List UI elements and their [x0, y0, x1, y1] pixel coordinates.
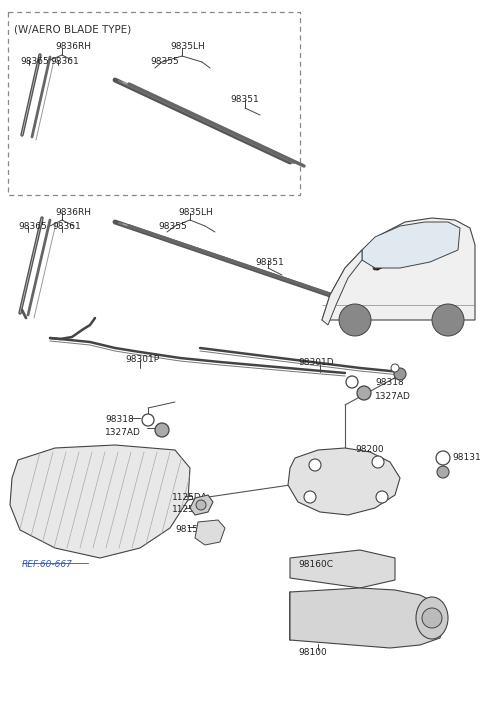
Circle shape [309, 459, 321, 471]
Polygon shape [290, 550, 395, 588]
Polygon shape [288, 448, 400, 515]
Text: (W/AERO BLADE TYPE): (W/AERO BLADE TYPE) [14, 25, 131, 35]
Circle shape [422, 608, 442, 628]
Text: 98160C: 98160C [298, 560, 333, 569]
Text: 98361: 98361 [50, 57, 79, 66]
Circle shape [346, 376, 358, 388]
Circle shape [391, 364, 399, 372]
Text: 98351: 98351 [255, 258, 284, 267]
Text: 98200: 98200 [355, 445, 384, 454]
Polygon shape [195, 520, 225, 545]
Circle shape [339, 304, 371, 336]
Polygon shape [322, 218, 475, 320]
Text: 9836RH: 9836RH [55, 42, 91, 51]
Text: 98318: 98318 [105, 415, 134, 424]
Text: 9835LH: 9835LH [170, 42, 205, 51]
Circle shape [142, 414, 154, 426]
Polygon shape [362, 222, 460, 268]
Text: 98365: 98365 [20, 57, 49, 66]
Text: 1125DA: 1125DA [172, 493, 208, 502]
Text: 98351: 98351 [230, 95, 259, 104]
Circle shape [394, 368, 406, 380]
Circle shape [376, 491, 388, 503]
Polygon shape [10, 445, 190, 558]
Text: 9835LH: 9835LH [178, 208, 213, 217]
Text: 1125DM: 1125DM [172, 505, 209, 514]
Circle shape [432, 304, 464, 336]
Circle shape [155, 423, 169, 437]
Text: 98100: 98100 [298, 648, 327, 657]
Text: 98150P: 98150P [175, 525, 209, 534]
Text: 98361: 98361 [52, 222, 81, 231]
Circle shape [436, 451, 450, 465]
Text: 98318: 98318 [375, 378, 404, 387]
Circle shape [357, 386, 371, 400]
Polygon shape [290, 588, 445, 648]
Ellipse shape [416, 597, 448, 639]
Polygon shape [322, 250, 362, 325]
Text: 98301P: 98301P [125, 355, 159, 364]
Circle shape [372, 456, 384, 468]
Text: 9836RH: 9836RH [55, 208, 91, 217]
Circle shape [437, 466, 449, 478]
Text: REF.60-667: REF.60-667 [22, 560, 73, 569]
Text: 98365: 98365 [18, 222, 47, 231]
Bar [8, 12, 300, 195]
Text: 98355: 98355 [150, 57, 179, 66]
Text: 98355: 98355 [158, 222, 187, 231]
Polygon shape [190, 495, 213, 515]
Text: 1327AD: 1327AD [105, 428, 141, 437]
Circle shape [304, 491, 316, 503]
Text: 98131C: 98131C [452, 453, 480, 462]
Circle shape [196, 500, 206, 510]
Text: 98301D: 98301D [298, 358, 334, 367]
Text: 1327AD: 1327AD [375, 392, 411, 401]
